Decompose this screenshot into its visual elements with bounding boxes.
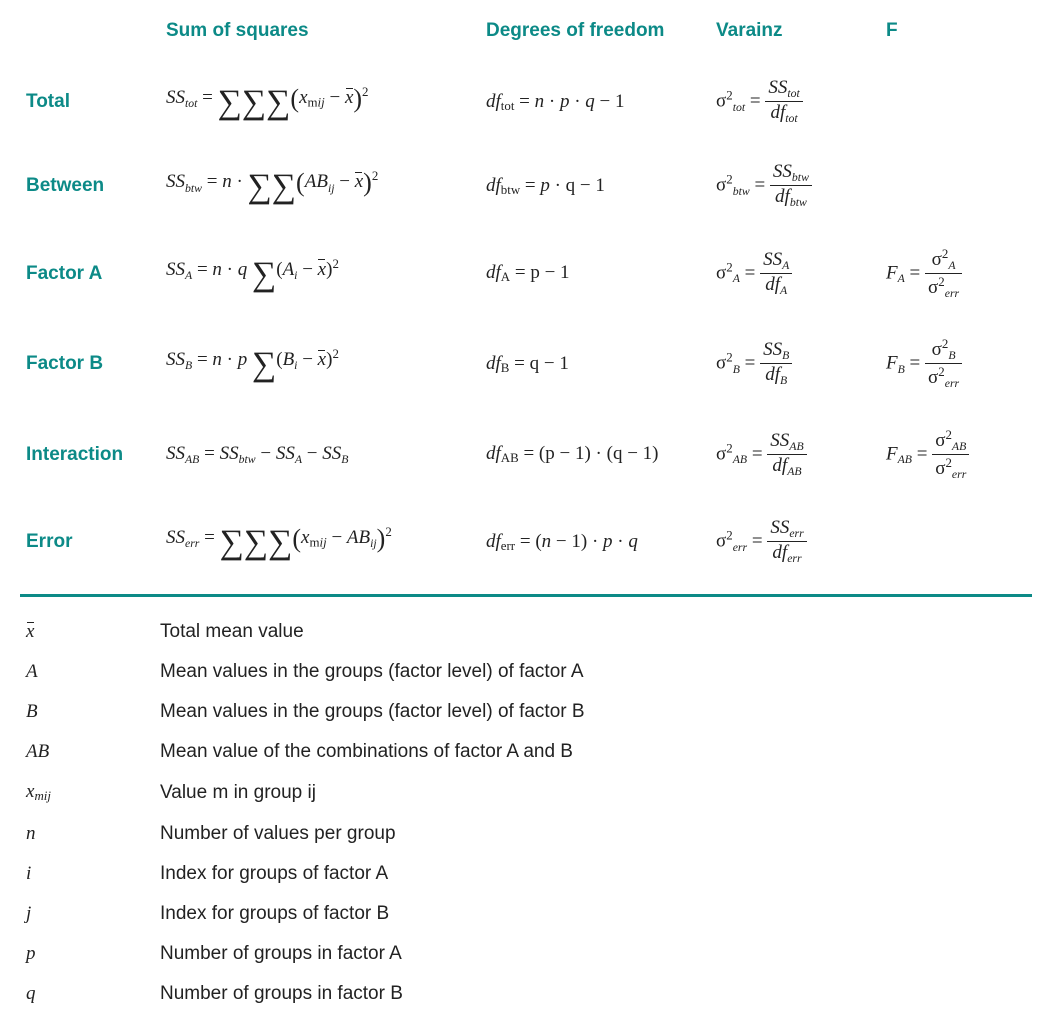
legend-desc-q: Number of groups in factor B	[160, 983, 1032, 1005]
f-ab: FAB = σ2ABσ2err	[880, 410, 1032, 500]
legend-sym-j: j	[20, 903, 160, 925]
row-label-between: Between	[20, 149, 160, 223]
legend-desc-ab: Mean value of the combinations of factor…	[160, 741, 1032, 763]
legend: x Total mean value A Mean values in the …	[20, 621, 1032, 1004]
legend-desc-i: Index for groups of factor A	[160, 863, 1032, 885]
ss-total: SStot = ∑∑∑(xmij − x)2	[160, 66, 480, 138]
df-b: dfB = q − 1	[480, 335, 710, 394]
divider	[20, 594, 1032, 597]
col-blank	[20, 27, 160, 49]
var-a: σ2A = SSAdfA	[710, 232, 880, 316]
legend-sym-xmij: xmij	[20, 781, 160, 804]
legend-sym-q: q	[20, 983, 160, 1005]
legend-sym-ab: AB	[20, 741, 160, 763]
col-df: Degrees of freedom	[480, 16, 710, 60]
legend-desc-b: Mean values in the groups (factor level)…	[160, 701, 1032, 723]
row-label-error: Error	[20, 505, 160, 579]
df-ab: dfAB = (p − 1) · (q − 1)	[480, 425, 710, 484]
col-var: Varainz	[710, 16, 880, 60]
legend-desc-j: Index for groups of factor B	[160, 903, 1032, 925]
var-between: σ2btw = SSbtwdfbtw	[710, 144, 880, 228]
df-total: dftot = n · p · q − 1	[480, 73, 710, 132]
row-label-factor-a: Factor A	[20, 237, 160, 311]
ss-a: SSA = n · q ∑(Ai − x)2	[160, 238, 480, 310]
legend-sym-xbar: x	[20, 621, 160, 643]
ss-ab: SSAB = SSbtw − SSA − SSB	[160, 425, 480, 485]
f-between	[880, 168, 1032, 204]
ss-b: SSB = n · p ∑(Bi − x)2	[160, 328, 480, 400]
legend-desc-xbar: Total mean value	[160, 621, 1032, 643]
legend-desc-xmij: Value m in group ij	[160, 782, 1032, 804]
var-b: σ2B = SSBdfB	[710, 322, 880, 406]
col-ss: Sum of squares	[160, 16, 480, 60]
var-err: σ2err = SSerrdferr	[710, 500, 880, 584]
ss-between: SSbtw = n · ∑∑(ABij − x)2	[160, 150, 480, 222]
legend-sym-i: i	[20, 863, 160, 885]
row-label-interaction: Interaction	[20, 418, 160, 492]
var-ab: σ2AB = SSABdfAB	[710, 413, 880, 497]
anova-table: Sum of squares Degrees of freedom Varain…	[20, 16, 1032, 603]
df-between: dfbtw = p · q − 1	[480, 157, 710, 216]
df-a: dfA = p − 1	[480, 244, 710, 303]
legend-sym-p: p	[20, 943, 160, 965]
ss-err: SSerr = ∑∑∑(xmij − ABij)2	[160, 506, 480, 578]
legend-sym-a: A	[20, 661, 160, 683]
legend-desc-a: Mean values in the groups (factor level)…	[160, 661, 1032, 683]
f-err	[880, 524, 1032, 560]
row-label-factor-b: Factor B	[20, 327, 160, 401]
legend-sym-n: n	[20, 823, 160, 845]
var-total: σ2tot = SStotdftot	[710, 60, 880, 144]
f-total	[880, 84, 1032, 120]
col-f: F	[880, 16, 1032, 60]
f-a: FA = σ2Aσ2err	[880, 229, 1032, 319]
legend-sym-b: B	[20, 701, 160, 723]
legend-desc-p: Number of groups in factor A	[160, 943, 1032, 965]
f-b: FB = σ2Bσ2err	[880, 319, 1032, 409]
row-label-total: Total	[20, 65, 160, 139]
legend-desc-n: Number of values per group	[160, 823, 1032, 845]
df-err: dferr = (n − 1) · p · q	[480, 513, 710, 572]
